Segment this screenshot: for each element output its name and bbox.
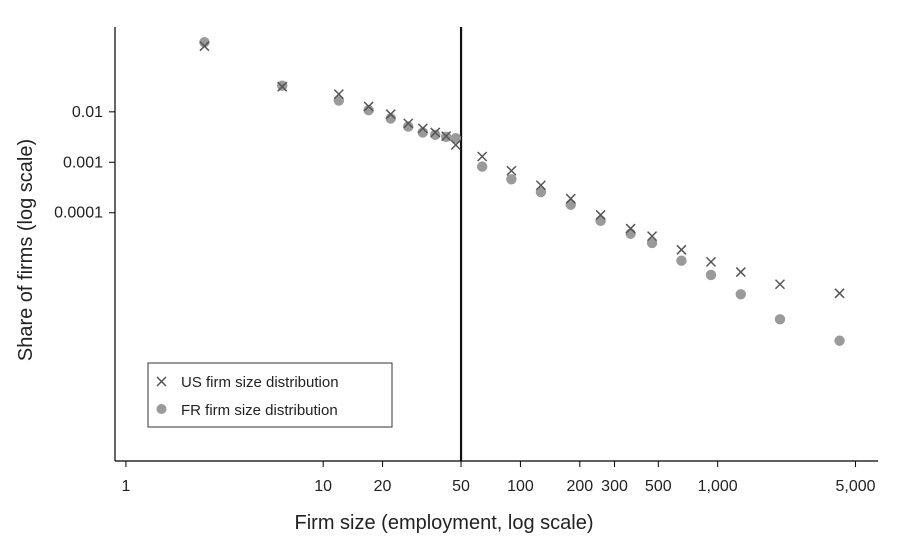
legend: US firm size distribution FR firm size d… — [147, 362, 393, 428]
x-tick-label: 50 — [452, 478, 470, 495]
us-data-point — [834, 288, 845, 299]
y-tick-label: 0.001 — [63, 154, 103, 171]
fr-data-point — [565, 199, 576, 210]
x-tick-label: 200 — [566, 478, 593, 495]
fr-data-point — [676, 255, 687, 266]
us-data-point — [625, 223, 636, 234]
x-tick-label: 1,000 — [698, 478, 738, 495]
us-data-point — [417, 123, 428, 134]
us-data-point — [735, 267, 746, 278]
x-axis-title: Firm size (employment, log scale) — [295, 512, 594, 534]
us-data-point — [506, 165, 517, 176]
us-data-point — [363, 101, 374, 112]
us-data-point — [647, 231, 658, 242]
fr-data-point — [705, 269, 717, 281]
fr-data-point — [333, 95, 345, 106]
us-data-point — [774, 279, 786, 290]
fr-data-point — [646, 237, 658, 249]
legend-us-label: US firm size distribution — [181, 374, 339, 391]
fr-data-point — [625, 228, 636, 239]
y-axis-ticks: 0.01 0.001 0.0001 — [54, 104, 115, 222]
fr-data-point — [199, 36, 210, 48]
data-marks — [199, 36, 845, 346]
legend-fr-label: FR firm size distribution — [181, 402, 338, 419]
fr-data-point — [595, 215, 606, 227]
us-data-point — [450, 139, 461, 151]
fr-data-point — [363, 104, 374, 116]
us-data-point — [595, 209, 606, 220]
us-data-point — [199, 41, 210, 52]
fr-data-point — [535, 186, 547, 198]
us-data-point — [705, 256, 717, 267]
fr-data-point — [450, 133, 461, 144]
us-data-point — [277, 81, 288, 92]
y-axis-title: Share of firms (log scale) — [15, 139, 37, 361]
fr-data-point — [735, 289, 746, 300]
x-axis-ticks: 1 10 20 50 100 200 300 500 1,000 5,000 — [121, 461, 876, 495]
us-data-point — [385, 109, 396, 120]
x-tick-label: 1 — [121, 478, 130, 495]
legend-box — [147, 362, 393, 428]
us-data-point — [565, 193, 576, 204]
us-data-point — [477, 151, 488, 162]
x-tick-label: 500 — [645, 478, 672, 495]
x-tick-label: 20 — [374, 478, 392, 495]
us-data-point — [441, 131, 452, 142]
fr-data-point — [506, 174, 517, 185]
x-tick-label: 5,000 — [836, 478, 876, 495]
us-data-point — [403, 118, 414, 129]
us-data-point — [333, 89, 344, 100]
fr-data-point — [476, 161, 488, 172]
x-tick-label: 10 — [314, 478, 332, 495]
fr-data-point — [834, 335, 845, 346]
us-data-point — [535, 180, 546, 191]
legend-fr-marker-icon — [156, 404, 167, 414]
legend-us-marker-icon — [156, 376, 167, 387]
fr-data-point — [774, 314, 786, 325]
plot-frame — [114, 27, 878, 462]
y-tick-label: 0.0001 — [54, 205, 103, 222]
us-data-point — [676, 244, 687, 255]
x-tick-label: 300 — [601, 478, 628, 495]
us-data-point — [430, 127, 441, 138]
fr-data-point — [430, 129, 441, 141]
y-tick-label: 0.01 — [72, 104, 103, 121]
fr-data-point — [403, 121, 414, 132]
x-tick-label: 100 — [507, 478, 534, 495]
fr-data-point — [417, 127, 429, 138]
